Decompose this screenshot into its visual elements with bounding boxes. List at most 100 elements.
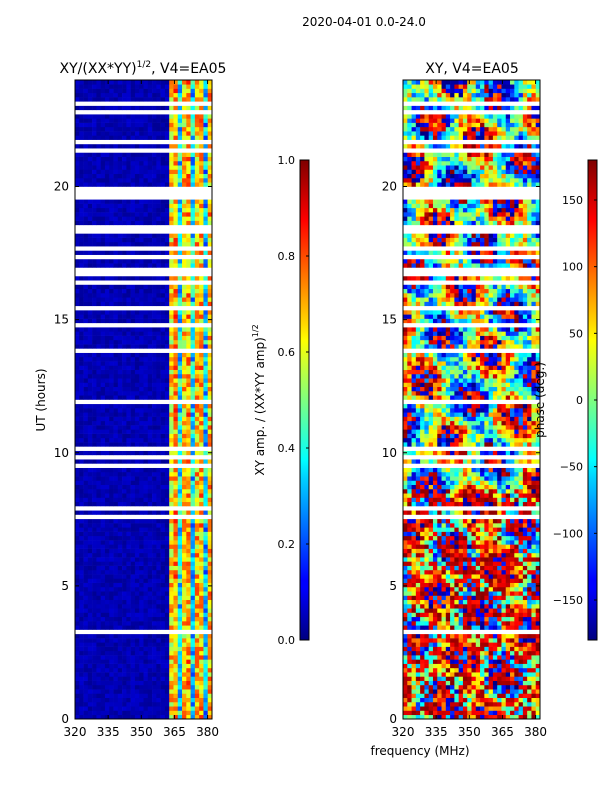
heatmap-cell [195, 472, 200, 477]
heatmap-cell [105, 489, 110, 494]
heatmap-cell [169, 199, 174, 204]
heatmap-cell [519, 638, 524, 643]
heatmap-cell [182, 681, 187, 686]
heatmap-cell [467, 642, 472, 647]
heatmap-cell [114, 417, 119, 422]
heatmap-cell [437, 634, 442, 639]
heatmap-cell [109, 314, 114, 319]
heatmap-cell [135, 702, 140, 707]
heatmap-cell [161, 412, 166, 417]
heatmap-cell [75, 127, 80, 132]
heatmap-cell [114, 561, 119, 566]
heatmap-cell [101, 536, 106, 541]
heatmap-cell [182, 497, 187, 502]
heatmap-cell [203, 510, 208, 515]
heatmap-cell [195, 672, 200, 677]
heatmap-cell [122, 489, 127, 494]
heatmap-cell [126, 84, 131, 89]
heatmap-cell [109, 685, 114, 690]
heatmap-cell [480, 651, 485, 656]
heatmap-cell [531, 642, 536, 647]
heatmap-cell [79, 370, 84, 375]
heatmap-cell [79, 698, 84, 703]
heatmap-cell [203, 417, 208, 422]
heatmap-cell [195, 174, 200, 179]
heatmap-cell [135, 421, 140, 426]
heatmap-cell [79, 540, 84, 545]
heatmap-cell [407, 621, 412, 626]
heatmap-cell [191, 387, 196, 392]
heatmap-cell [92, 412, 97, 417]
heatmap-cell [88, 208, 93, 213]
heatmap-cell [476, 621, 481, 626]
left-ylabel: UT (hours) [34, 368, 48, 431]
heatmap-cell [152, 408, 157, 413]
heatmap-cell [191, 497, 196, 502]
heatmap-cell [519, 693, 524, 698]
heatmap-cell [476, 659, 481, 664]
heatmap-cell [118, 370, 123, 375]
heatmap-cell [199, 523, 204, 528]
heatmap-cell [118, 297, 123, 302]
heatmap-cell [88, 327, 93, 332]
heatmap-cell [131, 169, 136, 174]
heatmap-cell [152, 404, 157, 409]
heatmap-cell [450, 613, 455, 618]
heatmap-cell [109, 681, 114, 686]
heatmap-cell [416, 608, 421, 613]
heatmap-cell [148, 583, 153, 588]
heatmap-cell [446, 595, 451, 600]
heatmap-cell [126, 289, 131, 294]
heatmap-cell [126, 480, 131, 485]
heatmap-cell [191, 681, 196, 686]
heatmap-cell [424, 638, 429, 643]
heatmap-cell [472, 676, 477, 681]
heatmap-cell [463, 659, 468, 664]
heatmap-cell [88, 357, 93, 362]
heatmap-cell [501, 651, 506, 656]
heatmap-cell [88, 123, 93, 128]
heatmap-cell [484, 685, 489, 690]
heatmap-cell [501, 642, 506, 647]
heatmap-cell [122, 391, 127, 396]
heatmap-cell [169, 706, 174, 711]
heatmap-cell [131, 417, 136, 422]
heatmap-cell [101, 319, 106, 324]
heatmap-cell [169, 165, 174, 170]
heatmap-cell [165, 250, 170, 255]
heatmap-cell [148, 621, 153, 626]
heatmap-cell [501, 655, 506, 660]
heatmap-cell [118, 587, 123, 592]
heatmap-cell [88, 570, 93, 575]
heatmap-cell [118, 174, 123, 179]
heatmap-cell [135, 676, 140, 681]
heatmap-cell [101, 476, 106, 481]
heatmap-cell [84, 276, 89, 281]
heatmap-cell [139, 361, 144, 366]
heatmap-cell [75, 527, 80, 532]
heatmap-cell [199, 178, 204, 183]
heatmap-cell [186, 199, 191, 204]
heatmap-cell [169, 519, 174, 524]
heatmap-cell [523, 655, 528, 660]
heatmap-cell [109, 532, 114, 537]
heatmap-cell [523, 685, 528, 690]
heatmap-cell [75, 600, 80, 605]
heatmap-cell [135, 208, 140, 213]
heatmap-cell [165, 114, 170, 119]
heatmap-cell [131, 429, 136, 434]
heatmap-cell [442, 617, 447, 622]
heatmap-cell [135, 152, 140, 157]
heatmap-cell [148, 421, 153, 426]
heatmap-cell [527, 651, 532, 656]
heatmap-cell [450, 668, 455, 673]
heatmap-cell [161, 319, 166, 324]
heatmap-cell [144, 647, 149, 652]
heatmap-cell [118, 216, 123, 221]
heatmap-cell [169, 250, 174, 255]
heatmap-cell [131, 93, 136, 98]
heatmap-cell [144, 408, 149, 413]
heatmap-cell [497, 595, 502, 600]
heatmap-cell [105, 689, 110, 694]
heatmap-cell [92, 365, 97, 370]
